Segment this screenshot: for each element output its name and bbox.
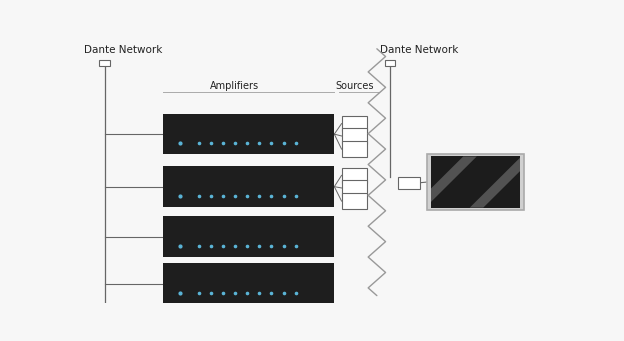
Bar [163,264,334,304]
Text: C: C [351,144,358,154]
Text: TV: TV [437,160,451,169]
Text: Sources: Sources [335,81,373,91]
Polygon shape [412,157,477,208]
Bar [431,157,520,208]
Text: M6800D: M6800D [167,119,205,128]
Bar [341,168,367,183]
Text: Amplifiers: Amplifiers [210,81,260,91]
Text: Dante Network: Dante Network [380,45,459,55]
Bar [384,60,395,66]
Bar [398,177,420,189]
Polygon shape [470,157,535,208]
Text: D: D [350,170,358,180]
Bar [163,114,334,154]
Text: Dante Network: Dante Network [84,45,162,55]
Text: Z: Z [406,178,412,188]
Bar [163,166,334,207]
Text: B: B [351,131,358,141]
Text: A: A [351,119,358,129]
Bar [163,216,334,257]
Bar [341,142,367,157]
Bar [341,193,367,209]
Polygon shape [528,157,593,208]
Text: CM3-750: CM3-750 [167,268,208,277]
Text: F: F [351,196,357,206]
Bar [341,116,367,131]
Bar [341,180,367,196]
Text: M6800D: M6800D [167,171,205,180]
Bar [427,154,524,210]
Bar [99,60,110,66]
Bar [341,128,367,144]
Text: M6800D: M6800D [167,221,205,230]
Text: E: E [351,183,357,193]
